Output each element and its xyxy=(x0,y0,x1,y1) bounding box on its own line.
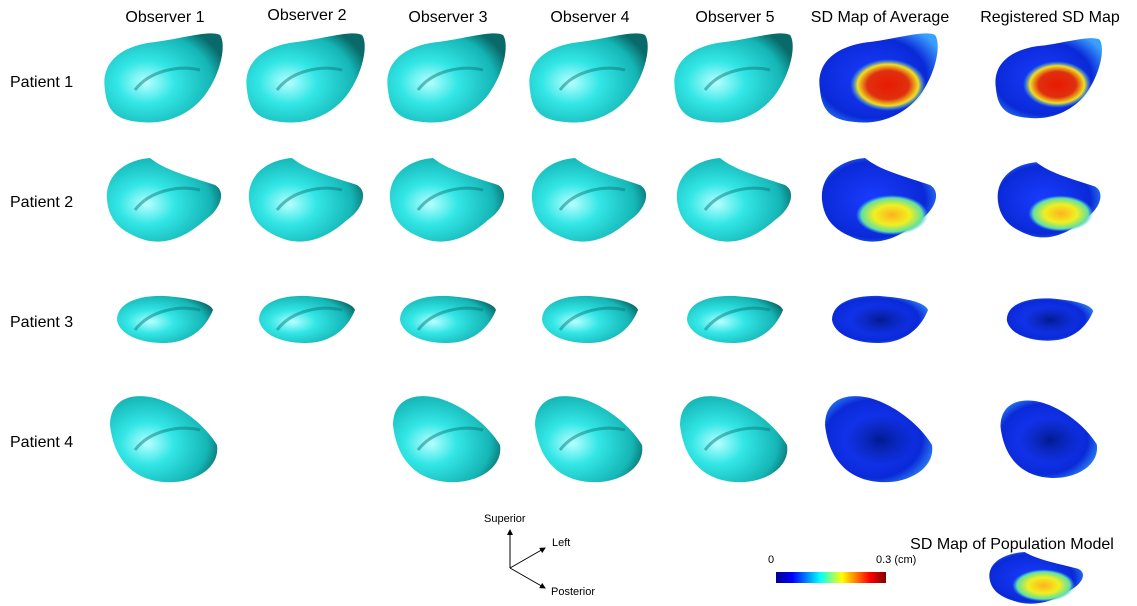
segmentation xyxy=(674,33,792,122)
sd-map xyxy=(998,162,1101,237)
figure: Observer 1 Observer 2 Observer 3 Observer 4… xyxy=(0,0,1137,606)
segmentation xyxy=(387,33,505,122)
surface xyxy=(532,158,646,242)
surface xyxy=(400,296,496,343)
segmentation xyxy=(535,396,642,482)
surface xyxy=(535,396,642,482)
segmentation xyxy=(680,396,787,482)
column-header: Observer 2 xyxy=(267,7,346,24)
segmentation xyxy=(393,396,500,482)
sd-surface xyxy=(995,38,1102,118)
colorbar-min: 0 xyxy=(768,554,774,566)
hotspot xyxy=(1023,307,1077,334)
hotspot xyxy=(850,59,926,111)
hotspot xyxy=(1028,196,1093,232)
segmentation xyxy=(529,33,647,122)
segmentation xyxy=(110,396,217,482)
axis-arrow xyxy=(510,548,545,568)
sd-surface xyxy=(1001,400,1098,477)
sd-map xyxy=(1007,298,1093,340)
sd-surface xyxy=(819,33,937,122)
orientation-axes: Superior Left Posterior xyxy=(484,513,595,598)
colorbar-max: 0.3 (cm) xyxy=(876,554,916,566)
surface xyxy=(680,396,787,482)
hotspot xyxy=(1023,61,1091,108)
surface xyxy=(117,296,213,343)
axis-label: Superior xyxy=(484,513,526,525)
surface xyxy=(542,296,638,343)
segmentation xyxy=(246,33,364,122)
column-header: SD Map of Average xyxy=(811,9,950,26)
column-header: Registered SD Map xyxy=(980,9,1120,26)
colorbar: 0 0.3 (cm) xyxy=(768,554,916,583)
segmentation xyxy=(249,158,363,242)
sd-map xyxy=(825,396,932,482)
row-label: Patient 2 xyxy=(10,194,73,211)
axis-label: Left xyxy=(552,537,570,549)
sd-surface xyxy=(822,158,936,242)
surface xyxy=(687,296,783,343)
sd-map xyxy=(832,296,928,343)
sd-surface xyxy=(1007,298,1093,340)
segmentation xyxy=(400,296,496,343)
column-headers: Observer 1 Observer 2 Observer 3 Observer 4… xyxy=(125,7,1119,26)
row-label: Patient 3 xyxy=(10,314,73,331)
segmentation xyxy=(687,296,783,343)
surface xyxy=(104,33,222,122)
segmentation xyxy=(677,158,791,242)
column-header: Observer 3 xyxy=(408,9,487,26)
population-title: SD Map of Population Model xyxy=(910,536,1114,553)
axis-arrow xyxy=(510,568,545,588)
surface xyxy=(107,158,221,242)
column-header: Observer 5 xyxy=(695,9,774,26)
hotspot xyxy=(850,305,910,335)
hotspot xyxy=(856,195,928,235)
sd-surface xyxy=(832,296,928,343)
surface xyxy=(249,158,363,242)
segmentation xyxy=(390,158,504,242)
column-header: Observer 1 xyxy=(125,9,204,26)
hotspot xyxy=(845,415,915,465)
segmentation xyxy=(542,296,638,343)
surface xyxy=(529,33,647,122)
hotspot xyxy=(1012,569,1074,601)
surface xyxy=(387,33,505,122)
segmentation xyxy=(532,158,646,242)
row-labels: Patient 1 Patient 2 Patient 3 Patient 4 xyxy=(10,74,73,451)
segmentation xyxy=(259,296,355,343)
shapes xyxy=(104,33,1102,603)
sd-map xyxy=(822,158,936,242)
sd-surface xyxy=(998,162,1101,237)
axis-label: Posterior xyxy=(551,586,595,598)
sd-surface xyxy=(825,396,932,482)
hotspot xyxy=(1019,418,1082,463)
column-header: Observer 4 xyxy=(550,9,629,26)
segmentation xyxy=(107,158,221,242)
sd-map xyxy=(1001,400,1098,477)
sd-map xyxy=(819,33,937,122)
segmentation xyxy=(117,296,213,343)
row-label: Patient 1 xyxy=(10,74,73,91)
surface xyxy=(110,396,217,482)
colorbar-gradient xyxy=(776,572,886,583)
surface xyxy=(246,33,364,122)
surface xyxy=(677,158,791,242)
sd-map xyxy=(995,38,1102,118)
segmentation xyxy=(104,33,222,122)
population-map xyxy=(989,552,1083,604)
surface xyxy=(393,396,500,482)
surface xyxy=(259,296,355,343)
surface xyxy=(390,158,504,242)
surface xyxy=(674,33,792,122)
row-label: Patient 4 xyxy=(10,434,73,451)
